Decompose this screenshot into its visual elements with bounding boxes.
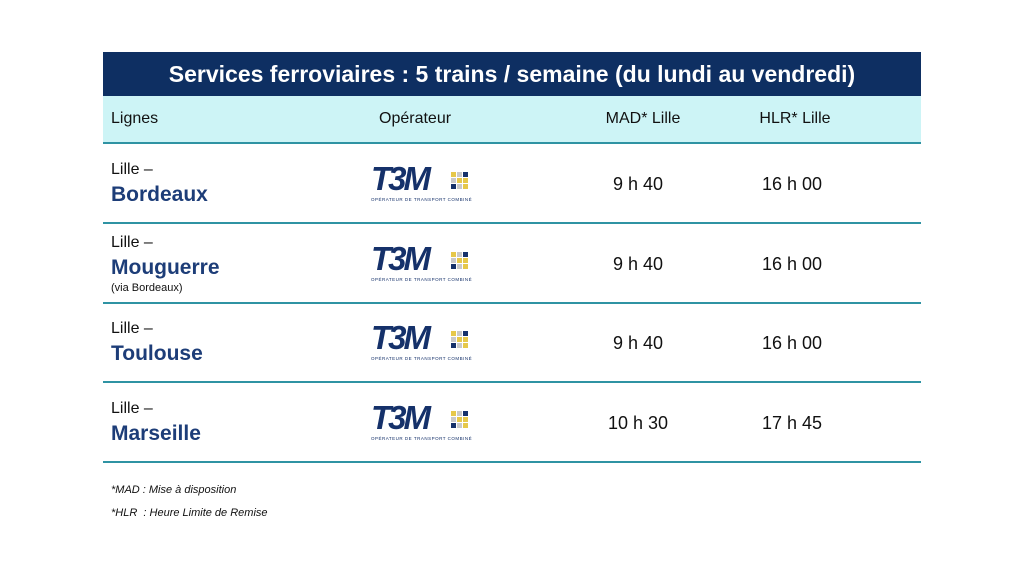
logo-square: [451, 331, 456, 336]
origin: Lille –: [111, 320, 153, 337]
origin: Lille –: [111, 161, 153, 178]
logo-tagline: OPÉRATEUR DE TRANSPORT COMBINÉ: [371, 197, 473, 202]
hlr-time: 16 h 00: [761, 253, 823, 274]
table-row: Lille – Marseille T3M OPÉRATEUR DE TRANSPOR…: [103, 383, 921, 463]
destination: Toulouse: [111, 342, 203, 365]
table-title: Services ferroviaires : 5 trains / semai…: [103, 52, 921, 96]
logo-square: [457, 178, 462, 183]
hlr-time: 16 h 00: [761, 174, 823, 194]
logo-square: [457, 184, 462, 189]
logo-square: [463, 178, 468, 183]
destination: Marseille: [111, 421, 201, 445]
header-row: Lignes Opérateur MAD* Lille HLR* Lille: [103, 96, 921, 144]
logo-square: [457, 410, 462, 416]
header-cell: MAD* Lille: [605, 110, 681, 127]
logo-square: [457, 343, 462, 348]
mad-time: 9 h 40: [612, 253, 664, 274]
route-note: (via Bordeaux): [111, 281, 183, 294]
logo-tagline: OPÉRATEUR DE TRANSPORT COMBINÉ: [371, 435, 473, 441]
logo-tagline: OPÉRATEUR DE TRANSPORT COMBINÉ: [371, 276, 473, 282]
logo-square: [463, 263, 468, 269]
logo-square: [451, 410, 456, 416]
logo-square: [463, 422, 468, 428]
operator-logo: T3M OPÉRATEUR DE TRANSPORT COMBINÉ: [371, 240, 473, 286]
logo-square: [451, 416, 456, 422]
header-cell: Lignes: [111, 110, 159, 127]
logo-tagline: OPÉRATEUR DE TRANSPORT COMBINÉ: [371, 356, 473, 361]
logo-square: [463, 257, 468, 263]
logo-name: T3M: [371, 160, 431, 197]
logo-square: [463, 251, 468, 257]
mad-time: 9 h 40: [612, 333, 664, 353]
table-row: Lille – Bordeaux T3M OPÉRATEUR DE TRANSPORT…: [103, 144, 921, 224]
logo-square: [463, 172, 468, 177]
operator-logo: T3M OPÉRATEUR DE TRANSPORT COMBINÉ: [371, 160, 473, 206]
logo-square: [451, 178, 456, 183]
operator-logo: T3M OPÉRATEUR DE TRANSPORT COMBINÉ: [371, 319, 473, 365]
logo-name: T3M: [371, 239, 431, 277]
logo-square: [451, 337, 456, 342]
logo-name: T3M: [371, 319, 431, 356]
logo-square: [463, 416, 468, 422]
destination: Bordeaux: [111, 183, 208, 206]
logo-square: [457, 263, 462, 269]
header-cell: HLR* Lille: [759, 110, 831, 127]
hlr-time: 16 h 00: [761, 333, 823, 353]
logo-square: [463, 184, 468, 189]
logo-square: [463, 331, 468, 336]
logo-square: [451, 251, 456, 257]
table-row: Lille – Toulouse T3M OPÉRATEUR DE TRANSPORT…: [103, 303, 921, 383]
destination: Mouguerre: [111, 255, 220, 279]
origin: Lille –: [111, 233, 153, 251]
table-row: Lille – Mouguerre (via Bordeaux) T3M OPÉRATE…: [103, 224, 921, 304]
logo-square: [457, 251, 462, 257]
logo-square: [457, 257, 462, 263]
header-cell: Opérateur: [379, 110, 452, 127]
hlr-time: 17 h 45: [761, 412, 823, 433]
origin: Lille –: [111, 399, 153, 417]
footnote: *MAD : Mise à disposition: [111, 484, 237, 496]
logo-square: [451, 422, 456, 428]
logo-square: [451, 184, 456, 189]
logo-square: [457, 337, 462, 342]
logo-square: [457, 331, 462, 336]
operator-logo: T3M OPÉRATEUR DE TRANSPORT COMBINÉ: [371, 399, 473, 445]
logo-square: [451, 172, 456, 177]
logo-name: T3M: [371, 398, 431, 436]
logo-square: [463, 337, 468, 342]
logo-square: [457, 416, 462, 422]
mad-time: 9 h 40: [612, 174, 664, 194]
logo-square: [451, 257, 456, 263]
logo-square: [457, 422, 462, 428]
logo-square: [457, 172, 462, 177]
footnote: *HLR : Heure Limite de Remise: [111, 507, 268, 519]
logo-square: [451, 263, 456, 269]
logo-square: [451, 343, 456, 348]
logo-square: [463, 343, 468, 348]
mad-time: 10 h 30: [607, 412, 669, 433]
logo-square: [463, 410, 468, 416]
